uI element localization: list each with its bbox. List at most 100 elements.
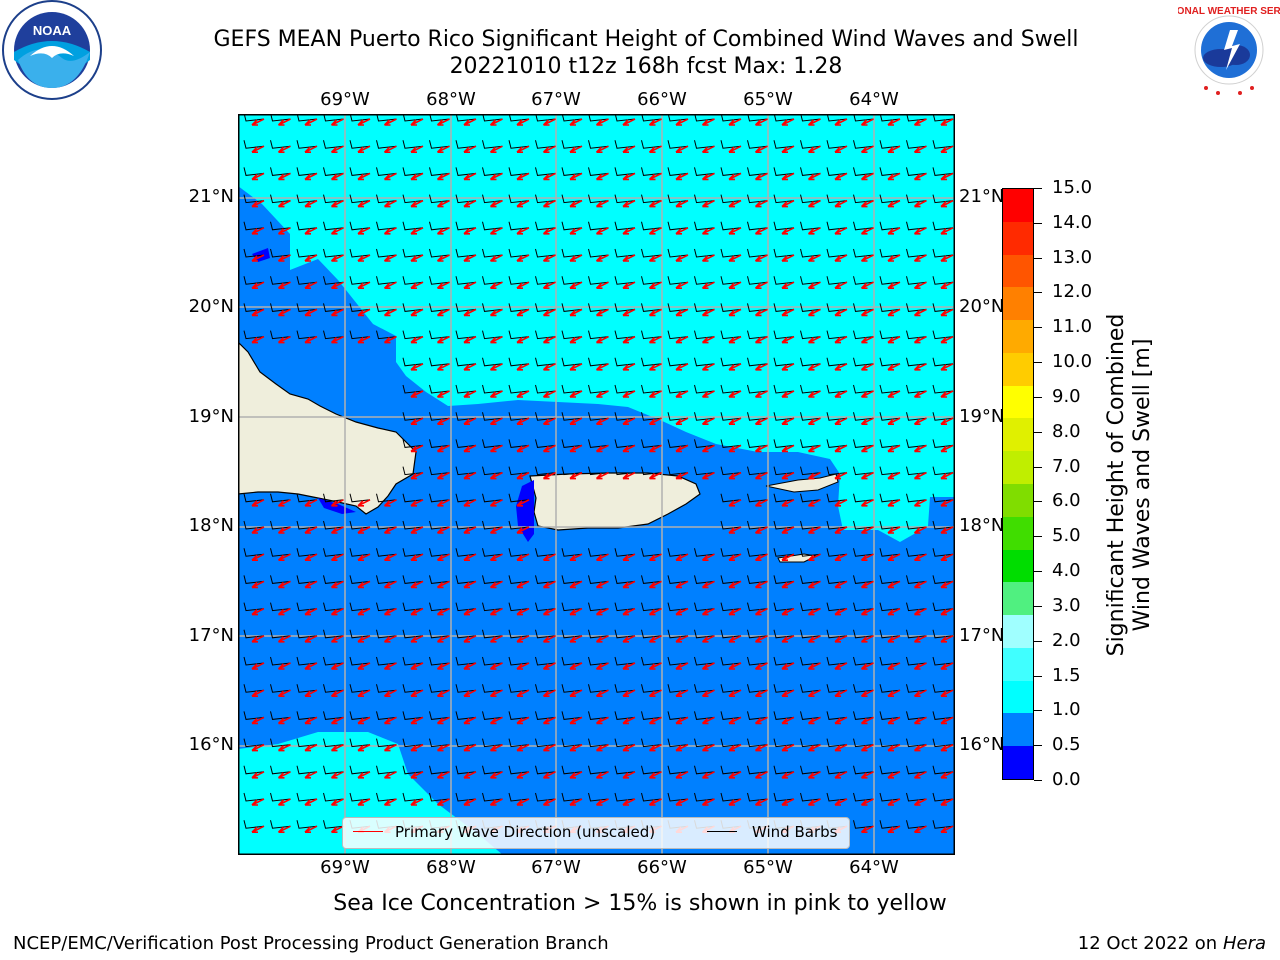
wave-direction-arrow bbox=[516, 526, 530, 534]
wind-barb bbox=[349, 140, 371, 149]
wave-direction-arrow bbox=[569, 417, 583, 425]
wave-direction-arrow bbox=[357, 716, 371, 725]
wave-direction-arrow bbox=[834, 145, 848, 153]
wind-barb bbox=[482, 194, 503, 204]
wave-direction-arrow bbox=[648, 635, 662, 643]
wave-direction-arrow bbox=[436, 689, 450, 697]
wave-direction-arrow bbox=[913, 553, 927, 561]
wind-barb bbox=[402, 384, 424, 394]
wave-direction-arrow bbox=[754, 716, 768, 725]
wind-barb bbox=[402, 140, 424, 149]
wind-barb bbox=[800, 792, 821, 802]
wind-barb bbox=[773, 248, 795, 258]
wind-barb bbox=[720, 194, 742, 204]
wind-barb bbox=[800, 602, 821, 612]
wind-barb bbox=[323, 548, 344, 557]
wave-direction-arrow bbox=[887, 662, 901, 670]
wind-barb bbox=[641, 629, 662, 639]
wave-direction-arrow bbox=[489, 580, 503, 589]
wave-direction-arrow bbox=[516, 743, 530, 752]
wind-barb bbox=[482, 548, 503, 557]
wind-barb bbox=[932, 738, 954, 748]
wind-barb bbox=[588, 765, 609, 775]
wave-direction-arrow bbox=[410, 743, 424, 752]
wind-barb bbox=[879, 357, 901, 367]
wind-barb bbox=[879, 466, 901, 476]
wave-direction-arrow bbox=[781, 363, 795, 371]
wind-barb bbox=[323, 248, 344, 258]
wave-direction-arrow bbox=[516, 417, 530, 425]
lat-right-label: 18°N bbox=[959, 515, 1005, 536]
wave-direction-arrow bbox=[383, 580, 397, 589]
wave-direction-arrow bbox=[860, 335, 874, 344]
wave-direction-arrow bbox=[357, 335, 371, 344]
wind-barb bbox=[773, 792, 795, 802]
lat-left-label: 18°N bbox=[188, 515, 234, 536]
wave-direction-arrow bbox=[887, 281, 901, 289]
wind-barb bbox=[879, 792, 901, 802]
wave-direction-arrow bbox=[781, 199, 795, 208]
wave-direction-arrow bbox=[304, 254, 318, 262]
wind-barb bbox=[614, 629, 636, 639]
wind-barb bbox=[667, 684, 689, 693]
wave-direction-field bbox=[243, 114, 954, 833]
wave-direction-arrow bbox=[675, 363, 689, 371]
wind-barb bbox=[773, 276, 795, 285]
wave-direction-arrow bbox=[542, 254, 556, 262]
wind-barb bbox=[614, 575, 636, 584]
wave-direction-arrow bbox=[887, 444, 901, 453]
wind-barb bbox=[588, 602, 609, 612]
wave-direction-arrow bbox=[436, 635, 450, 643]
wave-direction-arrow bbox=[781, 662, 795, 670]
wind-barb bbox=[270, 575, 291, 584]
wave-direction-arrow bbox=[410, 118, 424, 126]
wave-direction-arrow bbox=[516, 635, 530, 643]
wave-direction-arrow bbox=[569, 254, 583, 262]
wave-direction-arrow bbox=[463, 363, 477, 371]
wind-barb bbox=[243, 548, 265, 557]
wind-barb bbox=[773, 140, 795, 149]
wind-barb bbox=[508, 330, 530, 340]
wave-direction-arrow bbox=[542, 363, 556, 371]
wind-barb bbox=[455, 466, 477, 476]
nws-logo-text: NATIONAL WEATHER SERVICE bbox=[1178, 6, 1280, 17]
lon-bottom-label: 66°W bbox=[637, 857, 687, 878]
colorbar-tick-mark bbox=[1034, 222, 1042, 224]
wind-barb bbox=[535, 466, 556, 476]
wave-direction-arrow bbox=[834, 743, 848, 752]
wind-barb bbox=[614, 548, 636, 557]
wind-barb bbox=[773, 330, 795, 340]
wave-direction-arrow bbox=[383, 689, 397, 697]
wind-barb bbox=[561, 330, 583, 340]
wave-direction-arrow bbox=[913, 607, 927, 616]
wind-barb bbox=[561, 548, 583, 557]
wave-direction-arrow bbox=[357, 798, 371, 806]
wave-direction-arrow bbox=[648, 444, 662, 453]
wave-direction-arrow bbox=[463, 281, 477, 289]
wind-barb bbox=[429, 765, 450, 775]
colorbar-segment bbox=[1003, 451, 1033, 484]
wind-barb bbox=[455, 357, 477, 367]
noaa-logo: NOAA bbox=[0, 0, 104, 104]
wave-direction-arrow bbox=[701, 662, 715, 670]
wind-barb bbox=[906, 765, 927, 775]
colorbar-segment bbox=[1003, 254, 1033, 288]
wave-direction-arrow bbox=[860, 118, 874, 126]
wind-barb bbox=[879, 520, 901, 530]
wave-direction-arrow bbox=[410, 716, 424, 725]
wind-barb bbox=[747, 548, 768, 557]
wave-direction-arrow bbox=[807, 390, 821, 398]
wind-barb bbox=[561, 738, 583, 748]
wave-direction-arrow bbox=[595, 335, 609, 344]
wind-barb bbox=[508, 439, 530, 448]
wave-direction-arrow bbox=[754, 281, 768, 289]
wind-barb bbox=[826, 520, 848, 530]
wind-barb bbox=[826, 466, 848, 476]
wave-direction-arrow bbox=[569, 444, 583, 453]
wind-barb bbox=[853, 330, 874, 340]
wave-direction-arrow bbox=[781, 172, 795, 181]
wind-barb bbox=[270, 548, 291, 557]
wave-direction-arrow bbox=[489, 662, 503, 670]
wave-direction-arrow bbox=[410, 145, 424, 153]
wave-direction-arrow bbox=[701, 145, 715, 153]
